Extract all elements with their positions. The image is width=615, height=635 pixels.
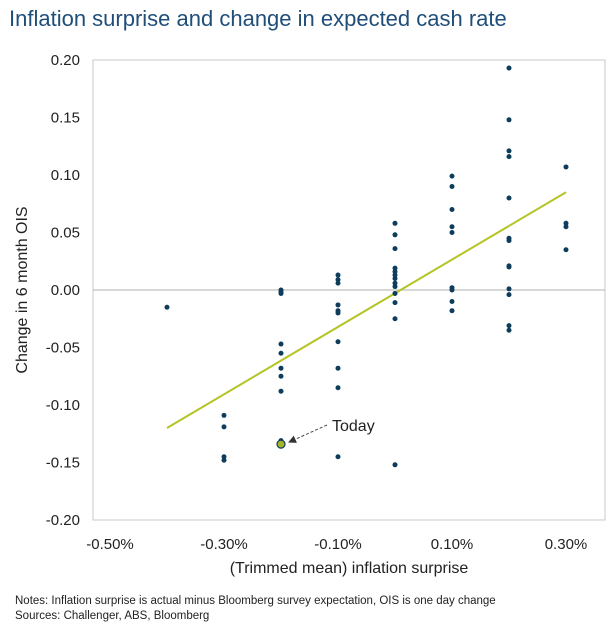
y-tick-label: 0.10	[51, 167, 80, 184]
data-point	[278, 287, 284, 293]
y-tick-label: -0.20	[46, 512, 80, 529]
data-point	[449, 184, 455, 189]
data-point	[335, 302, 341, 308]
chart-title: Inflation surprise and change in expecte…	[9, 6, 507, 31]
y-axis-label: Change in 6 month OIS	[14, 206, 31, 373]
data-point	[449, 173, 455, 179]
y-tick-label: -0.15	[46, 455, 80, 472]
data-point	[392, 462, 398, 468]
x-tick-label: -0.50%	[86, 536, 134, 553]
data-point	[392, 269, 398, 275]
data-point	[506, 195, 512, 201]
data-point	[506, 286, 512, 292]
data-point	[335, 385, 341, 391]
data-point	[392, 300, 398, 306]
notes-line: Notes: Inflation surprise is actual minu…	[15, 595, 496, 607]
chart-notes: Notes: Inflation surprise is actual minu…	[15, 594, 496, 624]
y-tick-label: 0.05	[51, 225, 80, 242]
data-point	[278, 290, 284, 296]
data-point	[506, 154, 512, 160]
data-point	[278, 350, 284, 356]
data-point	[278, 388, 284, 394]
data-point	[392, 276, 398, 281]
data-point	[506, 264, 512, 270]
data-point	[563, 164, 569, 170]
data-point	[449, 207, 455, 212]
data-point	[449, 230, 455, 235]
data-point	[278, 373, 284, 379]
data-point	[221, 457, 227, 463]
y-tick-label: 0.15	[51, 110, 80, 127]
data-point	[506, 148, 512, 154]
data-point	[335, 277, 341, 283]
data-point	[392, 220, 398, 226]
data-point	[392, 316, 398, 322]
data-point	[221, 454, 227, 460]
data-point	[278, 365, 284, 371]
data-point	[221, 424, 227, 430]
data-point	[392, 280, 398, 286]
data-point	[164, 304, 170, 310]
data-point	[449, 224, 455, 230]
data-point	[506, 327, 512, 333]
data-point	[335, 454, 341, 460]
data-point	[335, 339, 341, 345]
data-point	[335, 272, 341, 278]
data-point	[278, 341, 284, 347]
data-point	[563, 220, 569, 226]
data-point	[506, 65, 512, 71]
x-tick-label: 0.10%	[431, 536, 474, 553]
trendline	[166, 191, 567, 429]
data-point	[506, 238, 512, 244]
data-point	[335, 280, 341, 286]
x-tick-label: -0.10%	[314, 536, 362, 553]
highlight-point	[276, 439, 286, 449]
data-point	[392, 265, 398, 271]
y-axis-ticks: 0.20 0.15 0.10 0.05 0.00 -0.05 -0.10 -0.15 -0.20	[46, 52, 80, 529]
data-point	[335, 310, 341, 316]
data-point	[449, 287, 455, 293]
data-point	[449, 299, 455, 304]
data-point	[506, 323, 512, 329]
highlight-annotation: Today	[276, 418, 375, 449]
x-axis-label: (Trimmed mean) inflation surprise	[230, 560, 469, 577]
data-point	[392, 246, 398, 252]
y-tick-label: 0.20	[51, 52, 80, 69]
data-points	[164, 65, 569, 468]
highlight-label: Today	[332, 418, 375, 435]
x-axis-ticks: -0.50% -0.30% -0.10% 0.10% 0.30%	[86, 536, 587, 553]
x-tick-label: 0.30%	[545, 536, 588, 553]
y-tick-label: 0.00	[51, 282, 80, 299]
data-point	[563, 247, 569, 253]
data-point	[506, 117, 512, 123]
data-point	[449, 308, 455, 314]
data-point	[221, 412, 227, 418]
sources-line: Sources: Challenger, ABS, Bloomberg	[15, 610, 210, 622]
x-tick-label: -0.30%	[200, 536, 248, 553]
data-point	[392, 290, 398, 296]
y-tick-label: -0.10	[46, 397, 80, 414]
data-point	[506, 292, 512, 298]
data-point	[392, 284, 398, 290]
highlight-arrow	[288, 424, 328, 443]
data-point	[563, 224, 569, 230]
data-point	[392, 272, 398, 278]
y-tick-label: -0.05	[46, 340, 80, 357]
data-point	[335, 365, 341, 371]
data-point	[392, 232, 398, 238]
